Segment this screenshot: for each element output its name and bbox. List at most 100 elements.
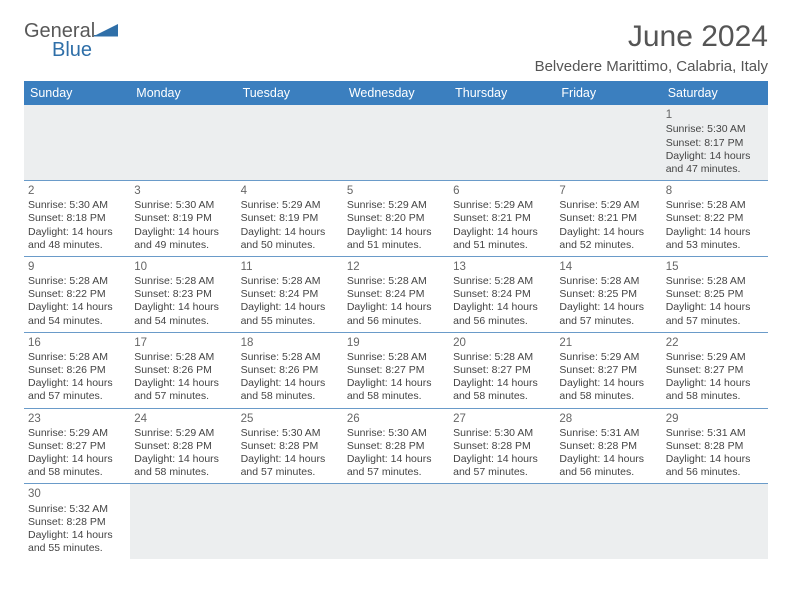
daylight-line: Daylight: 14 hours and 54 minutes. [28, 301, 126, 327]
day-number: 30 [28, 487, 126, 501]
day-number: 26 [347, 412, 445, 426]
weekday-header: Wednesday [343, 81, 449, 105]
sunrise-line: Sunrise: 5:28 AM [134, 351, 232, 364]
calendar-cell: 27Sunrise: 5:30 AMSunset: 8:28 PMDayligh… [449, 408, 555, 484]
weekday-header: Thursday [449, 81, 555, 105]
calendar-cell: 11Sunrise: 5:28 AMSunset: 8:24 PMDayligh… [237, 256, 343, 332]
daylight-line: Daylight: 14 hours and 56 minutes. [453, 301, 551, 327]
calendar-cell: 1Sunrise: 5:30 AMSunset: 8:17 PMDaylight… [662, 105, 768, 180]
calendar-cell: 13Sunrise: 5:28 AMSunset: 8:24 PMDayligh… [449, 256, 555, 332]
sunset-line: Sunset: 8:25 PM [559, 288, 657, 301]
calendar-cell: 5Sunrise: 5:29 AMSunset: 8:20 PMDaylight… [343, 180, 449, 256]
calendar-cell: 21Sunrise: 5:29 AMSunset: 8:27 PMDayligh… [555, 332, 661, 408]
sunrise-line: Sunrise: 5:28 AM [453, 275, 551, 288]
calendar-cell: 4Sunrise: 5:29 AMSunset: 8:19 PMDaylight… [237, 180, 343, 256]
calendar-cell: 16Sunrise: 5:28 AMSunset: 8:26 PMDayligh… [24, 332, 130, 408]
sunset-line: Sunset: 8:26 PM [134, 364, 232, 377]
sunset-line: Sunset: 8:28 PM [241, 440, 339, 453]
calendar-cell: 15Sunrise: 5:28 AMSunset: 8:25 PMDayligh… [662, 256, 768, 332]
day-number: 21 [559, 336, 657, 350]
calendar-cell: 20Sunrise: 5:28 AMSunset: 8:27 PMDayligh… [449, 332, 555, 408]
sunset-line: Sunset: 8:25 PM [666, 288, 764, 301]
sunset-line: Sunset: 8:28 PM [559, 440, 657, 453]
daylight-line: Daylight: 14 hours and 53 minutes. [666, 226, 764, 252]
calendar-cell: 23Sunrise: 5:29 AMSunset: 8:27 PMDayligh… [24, 408, 130, 484]
sunrise-line: Sunrise: 5:30 AM [666, 123, 764, 136]
day-number: 20 [453, 336, 551, 350]
day-number: 3 [134, 184, 232, 198]
day-number: 24 [134, 412, 232, 426]
sunrise-line: Sunrise: 5:29 AM [559, 199, 657, 212]
weekday-header: Tuesday [237, 81, 343, 105]
sunrise-line: Sunrise: 5:29 AM [28, 427, 126, 440]
calendar-row: 1Sunrise: 5:30 AMSunset: 8:17 PMDaylight… [24, 105, 768, 180]
calendar-cell [449, 105, 555, 180]
calendar-cell [343, 484, 449, 559]
logo-text-blue: Blue [52, 39, 95, 62]
day-number: 27 [453, 412, 551, 426]
calendar-cell: 18Sunrise: 5:28 AMSunset: 8:26 PMDayligh… [237, 332, 343, 408]
day-number: 18 [241, 336, 339, 350]
calendar-body: 1Sunrise: 5:30 AMSunset: 8:17 PMDaylight… [24, 105, 768, 559]
day-number: 13 [453, 260, 551, 274]
calendar-cell [449, 484, 555, 559]
calendar-row: 23Sunrise: 5:29 AMSunset: 8:27 PMDayligh… [24, 408, 768, 484]
daylight-line: Daylight: 14 hours and 57 minutes. [241, 453, 339, 479]
day-number: 19 [347, 336, 445, 350]
calendar-cell: 2Sunrise: 5:30 AMSunset: 8:18 PMDaylight… [24, 180, 130, 256]
weekday-header-row: SundayMondayTuesdayWednesdayThursdayFrid… [24, 81, 768, 105]
header: General Blue June 2024 Belvedere Maritti… [24, 20, 768, 75]
calendar-cell [130, 484, 236, 559]
day-number: 9 [28, 260, 126, 274]
calendar-cell [343, 105, 449, 180]
day-number: 10 [134, 260, 232, 274]
sunset-line: Sunset: 8:28 PM [453, 440, 551, 453]
day-number: 16 [28, 336, 126, 350]
sunset-line: Sunset: 8:27 PM [666, 364, 764, 377]
day-number: 23 [28, 412, 126, 426]
daylight-line: Daylight: 14 hours and 49 minutes. [134, 226, 232, 252]
daylight-line: Daylight: 14 hours and 57 minutes. [666, 301, 764, 327]
sunrise-line: Sunrise: 5:30 AM [453, 427, 551, 440]
sunrise-line: Sunrise: 5:30 AM [28, 199, 126, 212]
day-number: 15 [666, 260, 764, 274]
sunrise-line: Sunrise: 5:30 AM [347, 427, 445, 440]
sunset-line: Sunset: 8:17 PM [666, 137, 764, 150]
calendar-cell: 30Sunrise: 5:32 AMSunset: 8:28 PMDayligh… [24, 484, 130, 559]
sunset-line: Sunset: 8:27 PM [453, 364, 551, 377]
sunset-line: Sunset: 8:18 PM [28, 212, 126, 225]
sunset-line: Sunset: 8:26 PM [241, 364, 339, 377]
calendar-cell: 24Sunrise: 5:29 AMSunset: 8:28 PMDayligh… [130, 408, 236, 484]
daylight-line: Daylight: 14 hours and 51 minutes. [347, 226, 445, 252]
daylight-line: Daylight: 14 hours and 57 minutes. [347, 453, 445, 479]
calendar-cell: 19Sunrise: 5:28 AMSunset: 8:27 PMDayligh… [343, 332, 449, 408]
daylight-line: Daylight: 14 hours and 58 minutes. [559, 377, 657, 403]
daylight-line: Daylight: 14 hours and 54 minutes. [134, 301, 232, 327]
sunrise-line: Sunrise: 5:28 AM [241, 351, 339, 364]
day-number: 25 [241, 412, 339, 426]
sunset-line: Sunset: 8:27 PM [347, 364, 445, 377]
daylight-line: Daylight: 14 hours and 47 minutes. [666, 150, 764, 176]
sunset-line: Sunset: 8:24 PM [453, 288, 551, 301]
sunset-line: Sunset: 8:21 PM [559, 212, 657, 225]
day-number: 6 [453, 184, 551, 198]
calendar-cell: 3Sunrise: 5:30 AMSunset: 8:19 PMDaylight… [130, 180, 236, 256]
sunrise-line: Sunrise: 5:29 AM [453, 199, 551, 212]
sunrise-line: Sunrise: 5:32 AM [28, 503, 126, 516]
daylight-line: Daylight: 14 hours and 58 minutes. [666, 377, 764, 403]
calendar-cell: 14Sunrise: 5:28 AMSunset: 8:25 PMDayligh… [555, 256, 661, 332]
calendar-cell [237, 484, 343, 559]
daylight-line: Daylight: 14 hours and 58 minutes. [347, 377, 445, 403]
sunset-line: Sunset: 8:22 PM [666, 212, 764, 225]
calendar-cell: 22Sunrise: 5:29 AMSunset: 8:27 PMDayligh… [662, 332, 768, 408]
day-number: 17 [134, 336, 232, 350]
sunset-line: Sunset: 8:28 PM [28, 516, 126, 529]
day-number: 8 [666, 184, 764, 198]
calendar-cell: 8Sunrise: 5:28 AMSunset: 8:22 PMDaylight… [662, 180, 768, 256]
daylight-line: Daylight: 14 hours and 50 minutes. [241, 226, 339, 252]
sunset-line: Sunset: 8:26 PM [28, 364, 126, 377]
sunrise-line: Sunrise: 5:28 AM [666, 275, 764, 288]
location-text: Belvedere Marittimo, Calabria, Italy [535, 58, 768, 75]
day-number: 14 [559, 260, 657, 274]
sunrise-line: Sunrise: 5:28 AM [559, 275, 657, 288]
